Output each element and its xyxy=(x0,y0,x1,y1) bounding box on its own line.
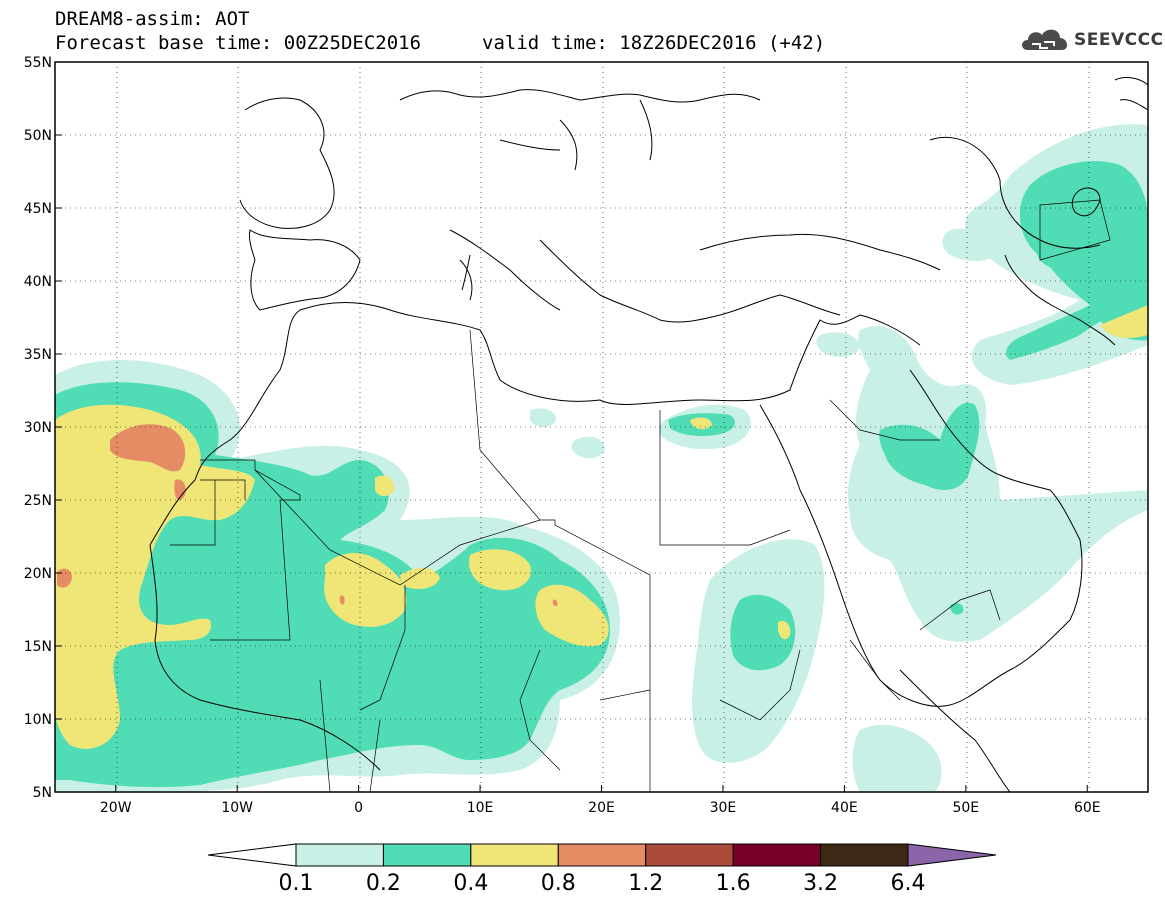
lon-label: 10W xyxy=(221,800,253,816)
cloud-icon xyxy=(1022,29,1068,50)
lon-label: 40E xyxy=(831,800,858,816)
colorbar-label: 3.2 xyxy=(803,871,838,896)
lat-label: 15N xyxy=(24,639,52,655)
lon-label: 30E xyxy=(710,800,737,816)
colorbar-label: 0.4 xyxy=(453,871,488,896)
lon-label: 60E xyxy=(1074,800,1101,816)
colorbar-label: 0.8 xyxy=(541,871,576,896)
colorbar-high-arrow xyxy=(907,843,997,867)
lon-label: 20W xyxy=(100,800,132,816)
colorbar-low-arrow xyxy=(207,843,297,867)
logo-text: SEEVCCC xyxy=(1074,30,1164,50)
lat-label: 55N xyxy=(24,55,52,71)
colorbar-swatch xyxy=(470,843,559,867)
lat-label: 50N xyxy=(24,128,52,144)
coastlines xyxy=(149,77,1148,792)
colorbar-swatch xyxy=(382,843,472,867)
lat-label: 20N xyxy=(24,566,52,582)
colorbar-label: 1.6 xyxy=(716,871,751,896)
colorbar-swatch xyxy=(820,843,909,867)
valid-time: valid time: 18Z26DEC2016 (+42) xyxy=(482,32,826,54)
lat-label: 35N xyxy=(24,347,52,363)
colorbar-label: 1.2 xyxy=(628,871,663,896)
lat-ticks: 55N 50N 45N 40N 35N 30N 25N 20N 15N 10N 5N xyxy=(24,55,62,801)
country-borders xyxy=(170,199,1111,792)
colorbar-label: 6.4 xyxy=(891,871,926,896)
lat-label: 25N xyxy=(24,493,52,509)
colorbar-label: 0.1 xyxy=(279,871,314,896)
colorbar-swatch xyxy=(557,843,647,867)
chart-title: DREAM8-assim: AOT xyxy=(55,8,250,30)
lat-label: 40N xyxy=(24,274,52,290)
colorbar-swatch xyxy=(732,843,822,867)
lat-label: 5N xyxy=(33,785,52,801)
lat-label: 45N xyxy=(24,201,52,217)
colorbar-label: 0.2 xyxy=(366,871,401,896)
aot-band-0.8-1.2 xyxy=(57,424,558,607)
lon-label: 10E xyxy=(467,800,494,816)
lon-label: 0 xyxy=(354,800,363,816)
forecast-base-time: Forecast base time: 00Z25DEC2016 xyxy=(55,32,422,54)
lat-label: 30N xyxy=(24,420,52,436)
grid-lines xyxy=(55,62,1148,792)
colorbar-swatch xyxy=(295,843,384,867)
lon-label: 20E xyxy=(588,800,615,816)
aot-band-0.4-0.8 xyxy=(55,305,1148,749)
lon-ticks: 20W 10W 0 10E 20E 30E 40E 50E 60E xyxy=(100,785,1101,816)
lon-label: 50E xyxy=(952,800,979,816)
lat-label: 10N xyxy=(24,712,52,728)
colorbar-swatch xyxy=(645,843,734,867)
seevccc-logo: SEEVCCC xyxy=(1018,22,1163,56)
